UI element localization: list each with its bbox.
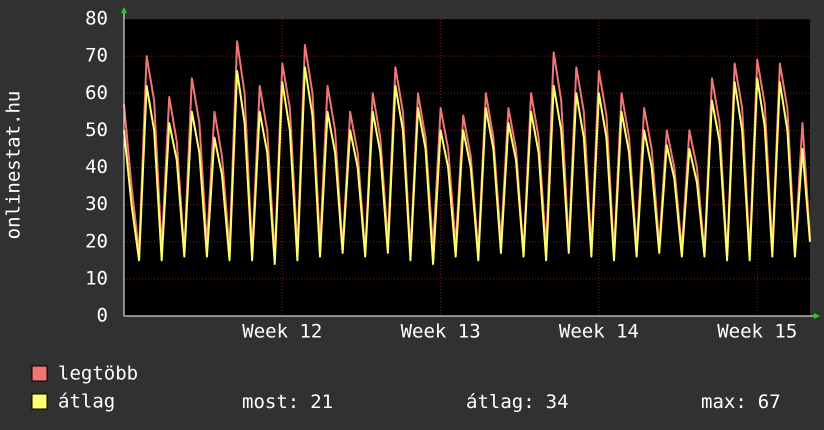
plot (123, 40, 811, 266)
stat: átlag: 34 (466, 391, 569, 413)
x-tick-label: Week 15 (717, 321, 797, 343)
x-tick-label: Week 13 (401, 321, 481, 343)
y-tick-label: 30 (85, 193, 108, 215)
y-tick-label: 20 (85, 230, 108, 252)
y-tick-label: 0 (97, 305, 108, 327)
stat-value: 34 (546, 391, 569, 413)
x-tick-label: Week 12 (242, 321, 322, 343)
y-tick-label: 50 (85, 119, 108, 141)
series-line (123, 66, 811, 266)
y-axis-label: onlinestat.hu (3, 91, 25, 240)
stat: most: 21 (242, 391, 333, 413)
legend-swatch (31, 393, 48, 410)
x-axis-arrow (814, 313, 820, 319)
legend: legtöbb átlag most: 21 átlag: 34 max: 67 (31, 363, 781, 413)
stat-label: most: (242, 391, 299, 413)
legend-label: átlag (58, 391, 115, 413)
y-tick-label: 60 (85, 82, 108, 104)
legend-label: legtöbb (58, 363, 138, 385)
y-tick-label: 10 (85, 267, 108, 289)
y-tick-label: 80 (85, 8, 108, 30)
y-tick-label: 40 (85, 156, 108, 178)
stat-label: átlag: (466, 391, 535, 413)
stat-value: 21 (310, 391, 333, 413)
series-line (123, 40, 811, 258)
stat-value: 67 (758, 391, 781, 413)
legend-swatch (31, 365, 48, 382)
stat-label: max: (701, 391, 747, 413)
stat: max: 67 (701, 391, 781, 413)
y-tick-label: 70 (85, 45, 108, 67)
x-tick-label: Week 14 (559, 321, 639, 343)
y-axis-arrow (121, 7, 127, 13)
